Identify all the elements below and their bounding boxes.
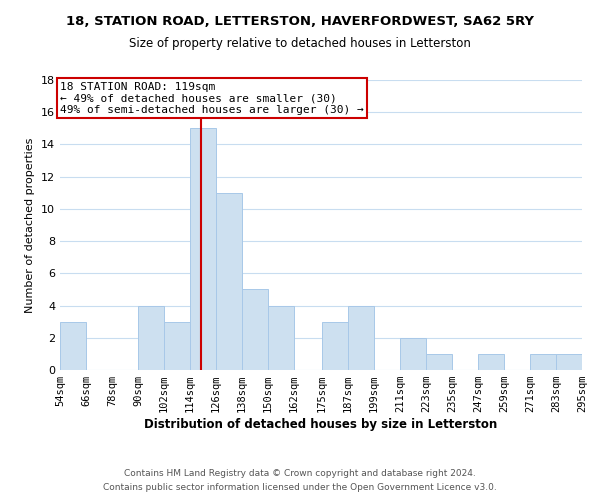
Bar	[216, 193, 242, 370]
Text: 18, STATION ROAD, LETTERSTON, HAVERFORDWEST, SA62 5RY: 18, STATION ROAD, LETTERSTON, HAVERFORDW…	[66, 15, 534, 28]
Bar	[242, 290, 268, 370]
Bar	[478, 354, 504, 370]
Bar	[190, 128, 216, 370]
Bar	[426, 354, 452, 370]
Bar	[322, 322, 348, 370]
Text: Size of property relative to detached houses in Letterston: Size of property relative to detached ho…	[129, 38, 471, 51]
Bar	[138, 306, 164, 370]
Text: Contains public sector information licensed under the Open Government Licence v3: Contains public sector information licen…	[103, 484, 497, 492]
Bar	[530, 354, 556, 370]
Text: 18 STATION ROAD: 119sqm
← 49% of detached houses are smaller (30)
49% of semi-de: 18 STATION ROAD: 119sqm ← 49% of detache…	[60, 82, 364, 115]
Bar	[348, 306, 374, 370]
Bar	[556, 354, 582, 370]
Bar	[60, 322, 86, 370]
Y-axis label: Number of detached properties: Number of detached properties	[25, 138, 35, 312]
Bar	[400, 338, 426, 370]
Text: Contains HM Land Registry data © Crown copyright and database right 2024.: Contains HM Land Registry data © Crown c…	[124, 468, 476, 477]
Bar	[268, 306, 294, 370]
X-axis label: Distribution of detached houses by size in Letterston: Distribution of detached houses by size …	[145, 418, 497, 431]
Bar	[164, 322, 190, 370]
